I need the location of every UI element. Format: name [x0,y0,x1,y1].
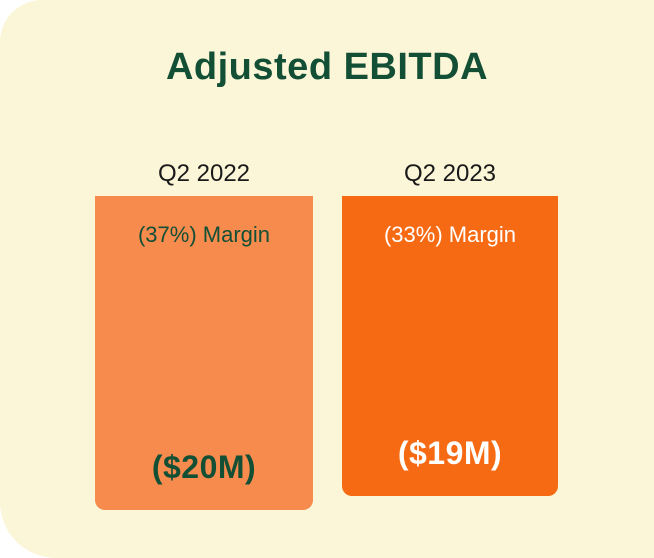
value-label-q2-2023: ($19M) [397,435,503,471]
category-label-q2-2023: Q2 2023 [403,160,497,187]
bar-q2-2023: (33%) Margin ($19M) [342,196,558,496]
margin-label-q2-2022: (37%) Margin [137,222,271,247]
value-label-q2-2022: ($20M) [151,449,257,485]
margin-label-q2-2023: (33%) Margin [383,222,517,247]
category-label-q2-2022: Q2 2022 [157,160,251,187]
chart-title: Adjusted EBITDA [165,46,489,88]
bar-q2-2022: (37%) Margin ($20M) [95,196,313,510]
